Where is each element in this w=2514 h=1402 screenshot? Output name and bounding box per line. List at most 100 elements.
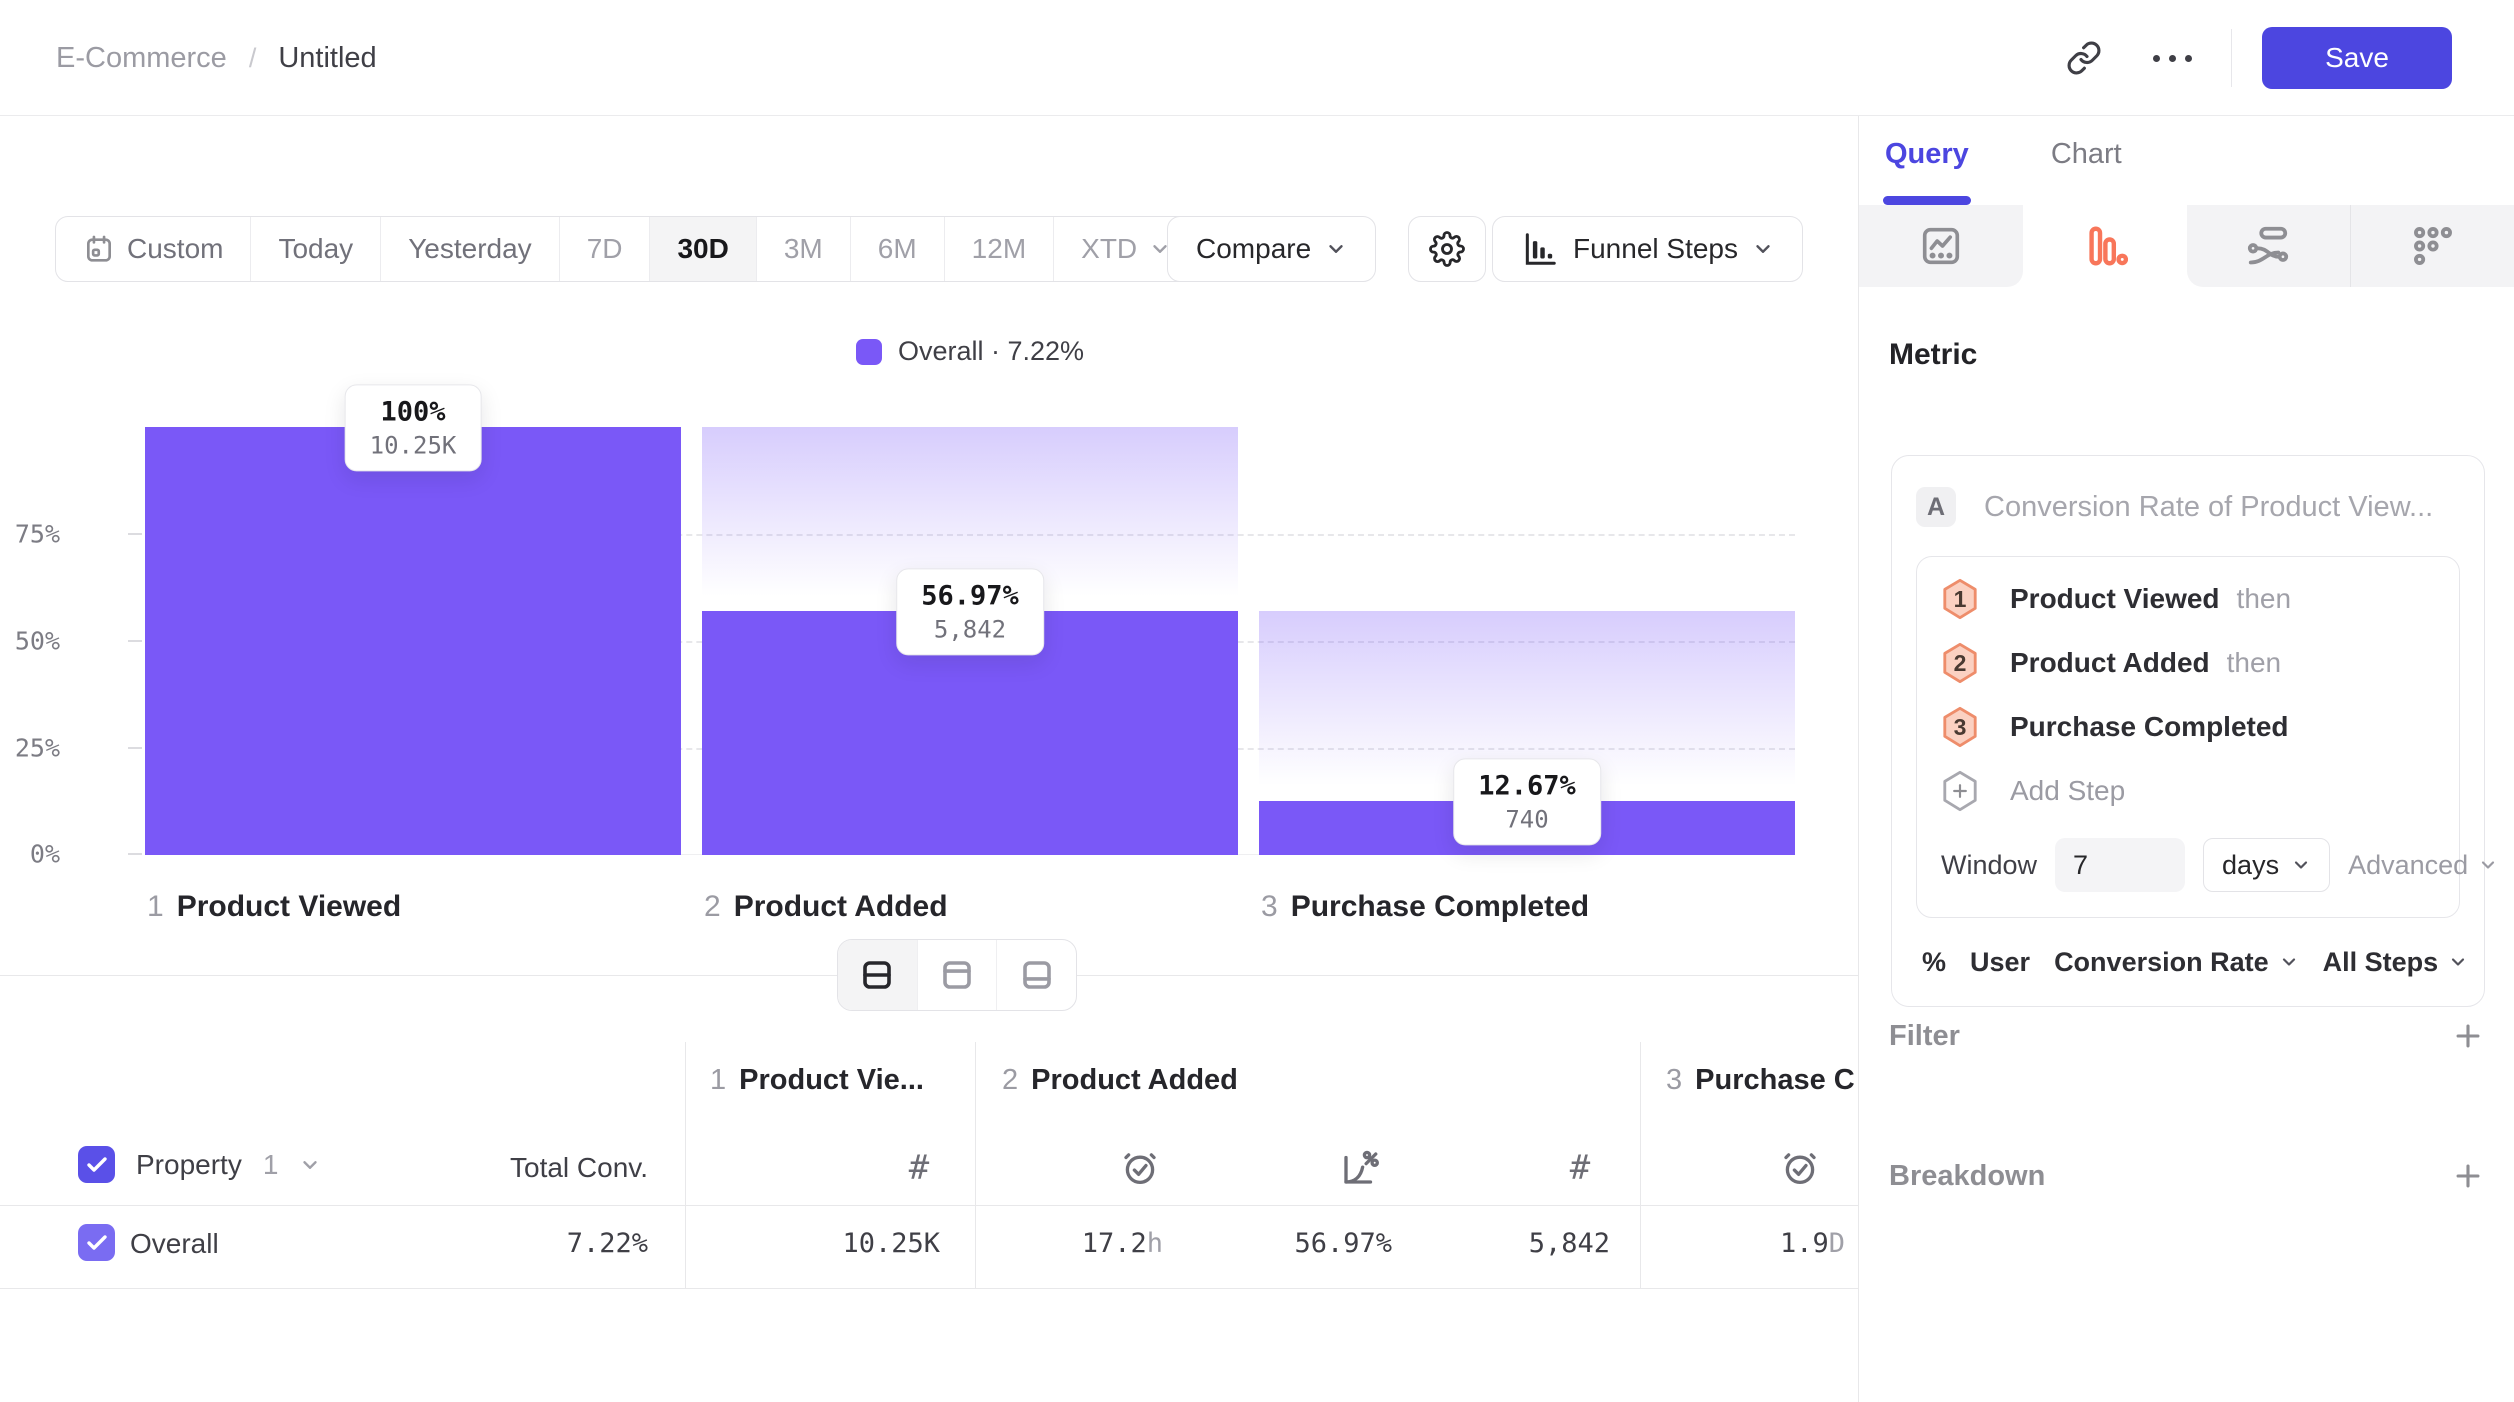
y-tick-75: 75% [14, 519, 60, 549]
date-range-custom[interactable]: Custom [56, 217, 252, 281]
date-range-12m[interactable]: 12M [945, 217, 1055, 281]
measure-metric-label: Conversion Rate [2054, 946, 2269, 977]
query-step-2[interactable]: 2 Product Added then [1941, 631, 2435, 695]
layout-split-button[interactable] [838, 940, 918, 1010]
tab-funnel-chart[interactable] [2022, 205, 2187, 287]
bar-solid[interactable] [145, 427, 681, 855]
measure-metric-select[interactable]: Conversion Rate [2054, 947, 2299, 978]
measure-scope-label: All Steps [2322, 946, 2439, 977]
window-unit-select[interactable]: days [2203, 838, 2331, 892]
layout-toggle-group [837, 939, 1077, 1011]
tab-grid-chart[interactable] [2350, 205, 2514, 287]
metric-section-title: Metric [1889, 338, 1978, 371]
step-suffix: then [2236, 583, 2292, 614]
share-link-button[interactable] [2055, 29, 2113, 87]
layout-chart-only-button[interactable] [918, 940, 998, 1010]
add-step-hexagon [1941, 770, 1979, 812]
date-range-6m[interactable]: 6M [851, 217, 945, 281]
step-label: Product Viewed [2010, 583, 2220, 614]
calendar-icon [83, 233, 115, 265]
cell-step2-time: 17.2h [1000, 1228, 1163, 1268]
tab-flow-chart[interactable] [2186, 205, 2351, 287]
avg-time-icon[interactable] [1776, 1144, 1824, 1192]
chevron-down-icon [1325, 238, 1347, 260]
date-range-30d[interactable]: 30D [650, 217, 757, 281]
add-filter-button[interactable] [2451, 1019, 2485, 1053]
group-number: 2 [1002, 1064, 1019, 1096]
breadcrumb-title[interactable]: Untitled [278, 41, 377, 74]
step-name: Product Added [733, 890, 948, 923]
layout-top-icon [939, 957, 975, 993]
date-range-xtd[interactable]: XTD [1054, 217, 1198, 281]
row-checkbox[interactable] [78, 1224, 115, 1261]
chart-settings-button[interactable] [1408, 216, 1486, 282]
date-range-yesterday[interactable]: Yesterday [381, 217, 560, 281]
total-conv-header[interactable]: Total Conv. [510, 1152, 648, 1183]
date-range-label: XTD [1081, 233, 1138, 264]
filter-section: Filter [1889, 1011, 2485, 1061]
breakdown-section: Breakdown [1889, 1151, 2485, 1201]
flow-icon [2245, 223, 2291, 269]
count-hash-icon[interactable]: # [908, 1148, 930, 1188]
compare-button[interactable]: Compare [1167, 216, 1377, 282]
tab-chart[interactable]: Chart [2050, 138, 2122, 170]
tab-query[interactable]: Query [1885, 138, 1969, 170]
step-name: Product Viewed [176, 890, 402, 923]
breadcrumb-project[interactable]: E-Commerce [56, 41, 227, 74]
property-label[interactable]: Property [136, 1148, 242, 1180]
advanced-toggle[interactable]: Advanced [2348, 850, 2498, 881]
link-icon [2066, 40, 2102, 76]
funnel-steps-icon [1521, 230, 1559, 268]
window-value-input[interactable] [2055, 838, 2186, 892]
group-number: 1 [710, 1064, 727, 1096]
query-sidebar: Query Chart Metric A Conver [1858, 116, 2514, 1402]
date-range-7d[interactable]: 7D [560, 217, 651, 281]
add-breakdown-button[interactable] [2451, 1159, 2485, 1193]
tab-line-chart[interactable] [1859, 205, 2023, 287]
chart-legend[interactable]: Overall · 7.22% [145, 336, 1795, 367]
time-value: 17.2 [1081, 1228, 1147, 1259]
add-step-button[interactable]: Add Step [1941, 759, 2435, 823]
date-range-today[interactable]: Today [251, 217, 382, 281]
layout-table-only-button[interactable] [997, 940, 1076, 1010]
x-label-step-1[interactable]: 1 Product Viewed [147, 890, 401, 924]
date-range-3m[interactable]: 3M [757, 217, 851, 281]
top-bar: E-Commerce / Untitled Save [0, 0, 2514, 116]
chevron-down-icon [1752, 238, 1774, 260]
x-label-step-2[interactable]: 2 Product Added [704, 890, 948, 924]
chevron-down-icon[interactable] [299, 1154, 321, 1176]
step-label: Purchase Completed [2010, 711, 2289, 742]
main-panel: Custom Today Yesterday 7D 30D 3M 6M 12M … [0, 116, 1858, 1402]
series-title: Conversion Rate of Product View... [1984, 490, 2434, 523]
chart-view-label: Funnel Steps [1573, 233, 1738, 264]
breakdown-label: Breakdown [1889, 1159, 2046, 1192]
query-step-1[interactable]: 1 Product Viewed then [1941, 567, 2435, 631]
x-label-step-3[interactable]: 3 Purchase Completed [1261, 890, 1589, 924]
funnel-chart: 75% 50% 25% 0% 100% 10.25K 56.97% 5,842 [15, 384, 1795, 869]
step-name: Purchase Completed [1290, 890, 1590, 923]
count-hash-icon[interactable]: # [1569, 1148, 1591, 1188]
measure-user[interactable]: User [1970, 946, 2031, 977]
measure-row: % User Conversion Rate All Steps [1916, 918, 2465, 1006]
active-tab-underline [1883, 196, 1971, 205]
avg-time-icon[interactable] [1116, 1144, 1164, 1192]
table-row-border [0, 1288, 1858, 1289]
step-number: 3 [1261, 890, 1278, 923]
select-all-checkbox[interactable] [78, 1146, 115, 1183]
y-tick-25: 25% [14, 733, 60, 763]
tooltip-count: 10.25K [369, 431, 457, 460]
step-label: Product Added [2010, 647, 2210, 678]
more-menu-button[interactable] [2143, 29, 2201, 87]
measure-scope-select[interactable]: All Steps [2323, 947, 2469, 978]
line-chart-icon [1918, 223, 1964, 269]
chevron-down-icon [2478, 855, 2498, 875]
chart-view-button[interactable]: Funnel Steps [1492, 216, 1803, 282]
metric-series-row[interactable]: A Conversion Rate of Product View... [1916, 478, 2460, 536]
y-tick-mark [128, 533, 142, 535]
tooltip-percent: 56.97% [921, 580, 1019, 612]
step-3-hexagon-badge: 3 [1941, 706, 1979, 748]
save-button[interactable]: Save [2262, 27, 2452, 89]
query-step-3[interactable]: 3 Purchase Completed [1941, 695, 2435, 759]
conversion-rate-icon[interactable] [1336, 1144, 1384, 1192]
time-unit: h [1146, 1228, 1163, 1259]
